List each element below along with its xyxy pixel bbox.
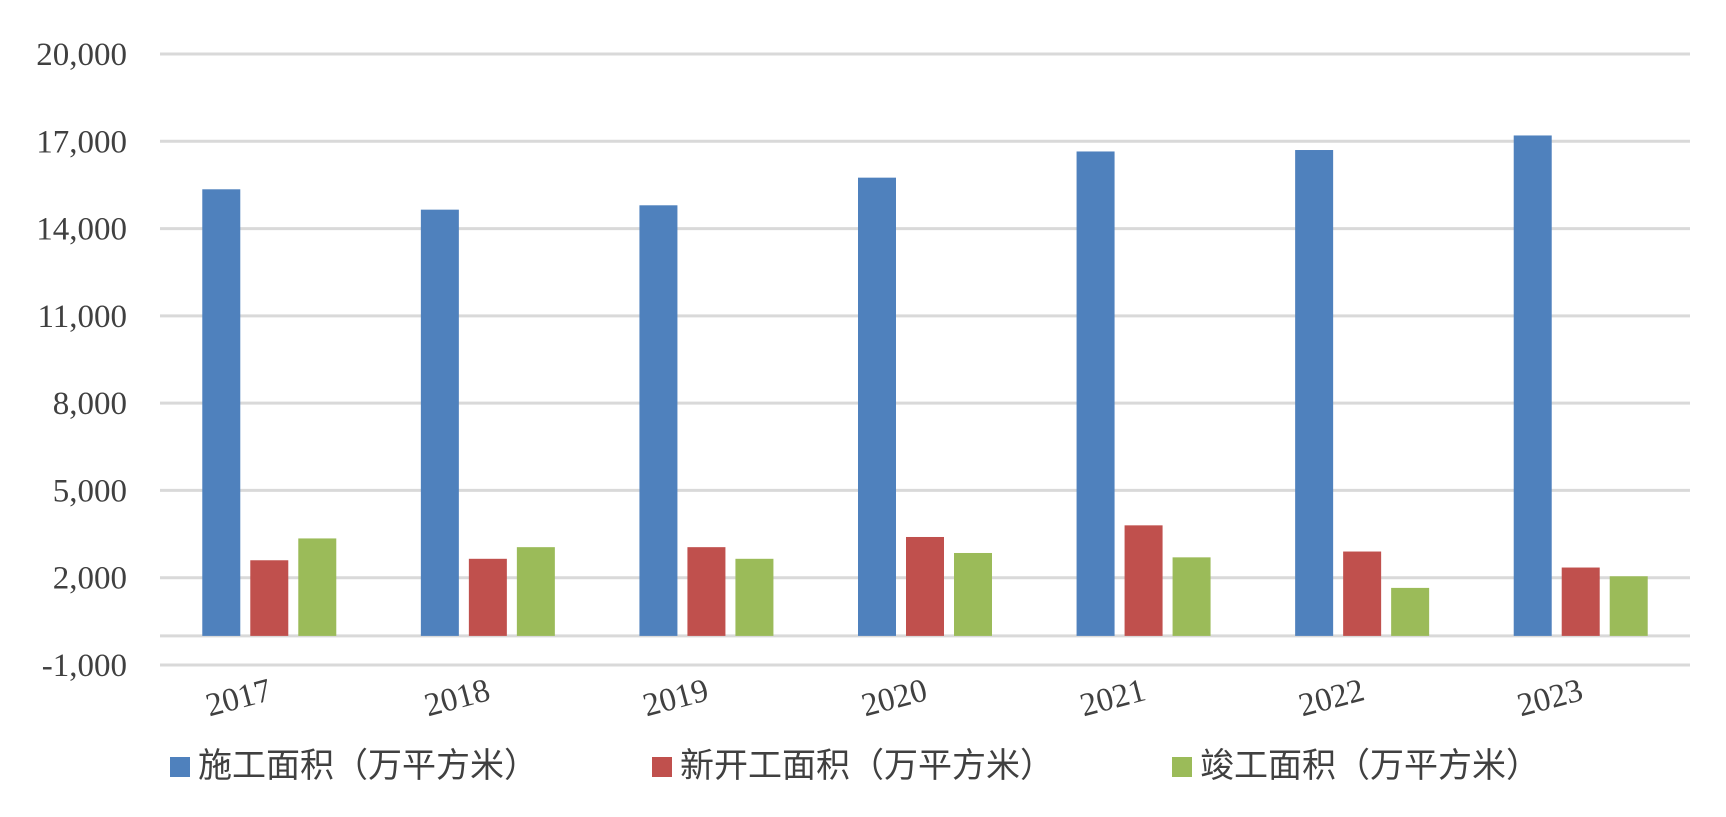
legend-label-series-3: 竣工面积（万平方米） <box>1200 747 1540 785</box>
legend-swatch-series-1 <box>170 757 190 777</box>
x-tick-label: 2022 <box>1295 672 1368 724</box>
bar-series-2-2020 <box>906 536 944 636</box>
y-tick-label: 14,000 <box>36 212 127 248</box>
y-tick-label: 8,000 <box>53 386 127 422</box>
bar-series-1-2021 <box>1076 151 1115 636</box>
bar-series-1-2017 <box>202 189 241 636</box>
bar-series-2-2021 <box>1124 525 1163 636</box>
legend-label-series-2: 新开工面积（万平方米） <box>680 747 1054 785</box>
bar-series-3-2017 <box>298 538 337 636</box>
legend-swatch-series-2 <box>652 757 672 777</box>
x-tick-label: 2018 <box>421 672 494 724</box>
bar-series-3-2019 <box>735 558 774 636</box>
y-tick-label: 17,000 <box>36 124 127 160</box>
y-tick-label: 2,000 <box>53 561 127 597</box>
legend: 施工面积（万平方米） 新开工面积（万平方米） 竣工面积（万平方米） <box>170 747 1540 785</box>
bar-series-1-2018 <box>420 209 459 636</box>
y-axis-tick-labels: -1,000 2,000 5,000 8,000 11,000 14,000 17,000 2… <box>36 37 127 684</box>
bar-series-3-2018 <box>516 547 555 636</box>
x-tick-label: 2023 <box>1514 672 1587 724</box>
x-tick-label: 2020 <box>858 672 931 724</box>
x-tick-label: 2021 <box>1076 672 1149 724</box>
bar-series-2-2023 <box>1561 567 1600 636</box>
bar-series-3-2022 <box>1391 587 1430 636</box>
bar-series-2-2017 <box>250 560 289 636</box>
bar-series-1-2022 <box>1295 150 1334 636</box>
gridlines <box>160 52 1690 667</box>
bar-series-2-2019 <box>687 547 726 636</box>
x-tick-label: 2019 <box>639 672 712 724</box>
bar-series-1-2019 <box>639 205 678 636</box>
y-tick-label: 20,000 <box>36 37 127 73</box>
y-tick-label: 5,000 <box>53 473 127 509</box>
bar-series-1-2020 <box>858 177 896 636</box>
legend-swatch-series-3 <box>1172 757 1192 777</box>
y-tick-label: -1,000 <box>42 648 127 684</box>
bars <box>202 135 1648 636</box>
y-tick-label: 11,000 <box>37 299 127 335</box>
x-tick-label: 2017 <box>202 672 275 724</box>
x-axis-tick-labels: 2017 2018 2019 2020 2021 2022 2023 <box>202 672 1586 724</box>
bar-series-3-2021 <box>1172 557 1211 636</box>
bar-series-3-2023 <box>1609 576 1648 636</box>
bar-series-2-2022 <box>1343 551 1382 636</box>
bar-series-2-2018 <box>468 558 507 636</box>
bar-series-3-2020 <box>954 552 992 636</box>
bar-series-1-2023 <box>1513 135 1552 636</box>
legend-label-series-1: 施工面积（万平方米） <box>198 747 538 785</box>
